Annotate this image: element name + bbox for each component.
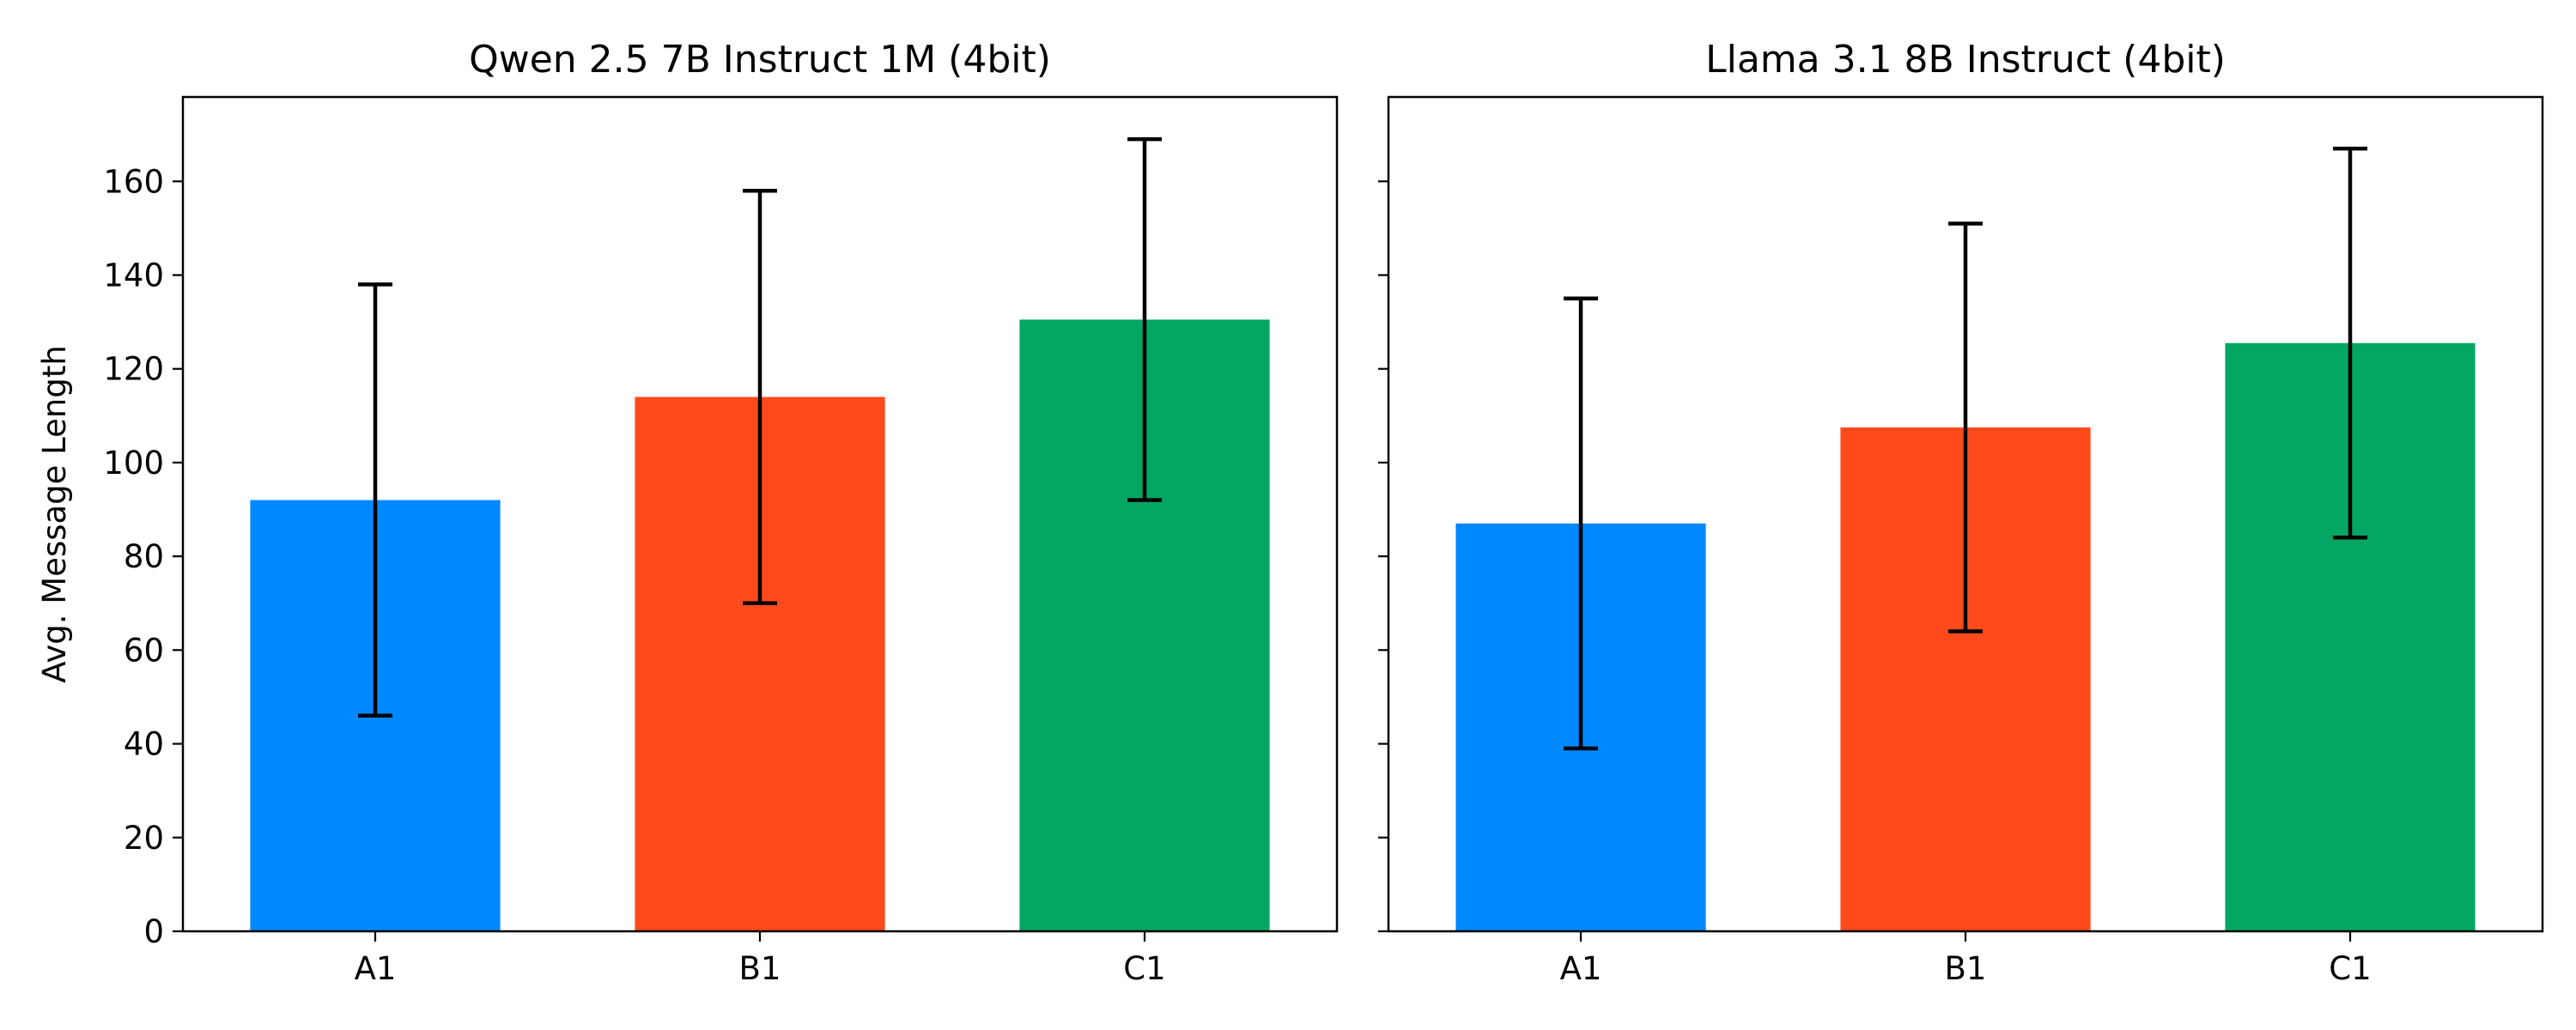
y-axis-label: Avg. Message Length xyxy=(36,345,73,683)
x-tick-label: A1 xyxy=(355,950,397,987)
error-bar-group xyxy=(358,136,1162,718)
y-tick-label: 60 xyxy=(124,632,164,669)
x-tick-label: A1 xyxy=(1560,950,1602,987)
y-tick-label: 40 xyxy=(124,726,164,763)
panel-qwen: Qwen 2.5 7B Instruct 1M (4bit) Avg. Mess… xyxy=(36,38,1339,987)
x-tick-label: C1 xyxy=(1123,950,1165,987)
panel-llama: Llama 3.1 8B Instruct (4bit) A1 B1 C1 xyxy=(1378,38,2544,987)
y-axis-ticks xyxy=(1378,180,1388,933)
y-tick-label: 0 xyxy=(143,913,164,950)
plot-frame xyxy=(1387,95,2544,933)
panel-title: Qwen 2.5 7B Instruct 1M (4bit) xyxy=(469,38,1051,82)
plot-frame xyxy=(181,95,1339,933)
x-axis-ticks: A1 B1 C1 xyxy=(1560,931,2372,987)
y-tick-label: 160 xyxy=(103,163,164,200)
y-tick-label: 100 xyxy=(103,445,164,482)
y-tick-label: 20 xyxy=(124,820,164,857)
y-tick-label: 120 xyxy=(103,351,164,388)
y-tick-label: 80 xyxy=(124,538,164,575)
x-axis-ticks: A1 B1 C1 xyxy=(355,931,1166,987)
y-tick-label: 140 xyxy=(103,258,164,294)
x-tick-label: C1 xyxy=(2329,950,2371,987)
x-tick-label: B1 xyxy=(739,950,781,987)
panel-title: Llama 3.1 8B Instruct (4bit) xyxy=(1705,38,2226,82)
error-bar-group xyxy=(1564,146,2367,751)
x-tick-label: B1 xyxy=(1945,950,1987,987)
y-axis-ticks: 0 20 40 60 80 100 120 140 160 xyxy=(103,163,183,950)
